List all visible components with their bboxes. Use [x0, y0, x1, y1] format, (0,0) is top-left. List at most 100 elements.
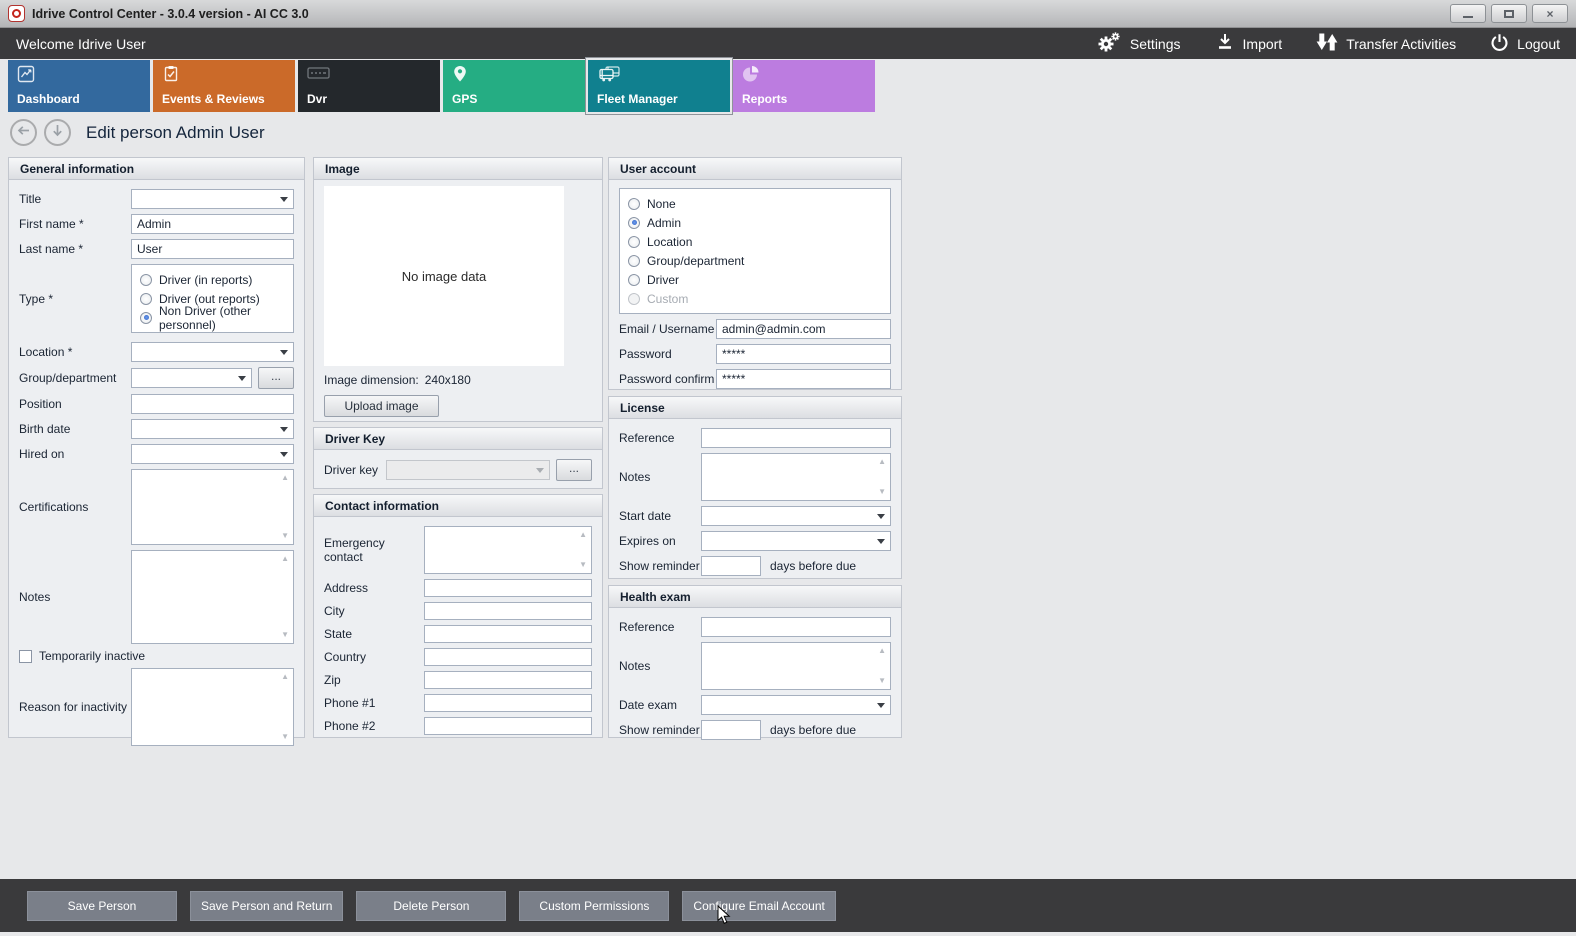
module-tabs: Dashboard Events & Reviews Dvr GPS Fleet… [8, 60, 875, 112]
password-confirm-label: Password confirm [619, 372, 715, 386]
license-reference-input[interactable] [701, 428, 891, 448]
minimize-button[interactable] [1450, 4, 1486, 23]
general-information-panel: General information Title First name * L… [8, 157, 305, 746]
chevron-down-icon [280, 349, 288, 355]
maximize-button[interactable] [1491, 4, 1527, 23]
no-image-text: No image data [401, 268, 487, 284]
radio-icon [628, 197, 640, 210]
health-reference-label: Reference [619, 620, 675, 634]
maximize-icon [1504, 9, 1514, 18]
back-arrow-icon [17, 124, 30, 142]
radio-non-driver[interactable]: Non Driver (other personnel) [140, 304, 285, 332]
radio-driver-out-reports[interactable]: Driver (out reports) [140, 289, 285, 308]
location-label: Location * [19, 345, 73, 359]
panel-header: General information [9, 158, 304, 180]
country-label: Country [324, 650, 367, 664]
back-button[interactable] [10, 119, 37, 146]
group-department-combobox[interactable] [131, 368, 252, 388]
settings-label: Settings [1129, 35, 1181, 52]
expires-on-picker[interactable] [701, 531, 891, 551]
health-exam-panel: Health exam Reference Notes ▲ ▼ Date exa… [608, 585, 902, 740]
date-exam-picker[interactable] [701, 695, 891, 715]
birth-date-picker[interactable] [131, 419, 294, 439]
delete-person-button[interactable]: Delete Person [356, 890, 507, 921]
save-person-button[interactable]: Save Person [27, 890, 177, 921]
radio-icon [140, 292, 152, 305]
logout-button[interactable]: Logout [1490, 33, 1560, 55]
first-name-input[interactable] [131, 214, 294, 234]
reason-inactivity-label: Reason for inactivity [19, 700, 128, 714]
panel-header: Health exam [609, 586, 901, 608]
tab-gps[interactable]: GPS [443, 60, 585, 112]
page-title: Edit person Admin User [86, 123, 265, 143]
tab-dvr[interactable]: Dvr [298, 60, 440, 112]
group-browse-button[interactable]: ... [258, 367, 294, 389]
reports-pie-icon [742, 65, 760, 88]
phone2-input[interactable] [424, 717, 592, 735]
radio-role-driver[interactable]: Driver [628, 270, 882, 289]
tab-dashboard[interactable]: Dashboard [8, 60, 150, 112]
start-date-picker[interactable] [701, 506, 891, 526]
settings-button[interactable]: Settings [1096, 31, 1181, 56]
emergency-contact-textarea[interactable]: ▲ ▼ [424, 526, 592, 574]
health-notes-textarea[interactable]: ▲ ▼ [701, 642, 891, 690]
state-input[interactable] [424, 625, 592, 643]
scroll-down-icon: ▼ [878, 676, 886, 685]
configure-email-account-button[interactable]: Configure Email Account [682, 890, 836, 921]
close-button[interactable]: × [1532, 4, 1568, 23]
scroll-up-icon: ▲ [878, 457, 886, 466]
scroll-up-icon: ▲ [579, 530, 587, 539]
radio-role-group-department[interactable]: Group/department [628, 251, 882, 270]
health-reference-input[interactable] [701, 617, 891, 637]
import-button[interactable]: Import [1215, 32, 1283, 55]
country-input[interactable] [424, 648, 592, 666]
temporarily-inactive-checkbox[interactable] [19, 649, 32, 663]
zip-input[interactable] [424, 671, 592, 689]
address-input[interactable] [424, 579, 592, 597]
password-confirm-input[interactable] [716, 369, 891, 389]
radio-driver-in-reports[interactable]: Driver (in reports) [140, 270, 285, 289]
radio-role-location[interactable]: Location [628, 232, 882, 251]
radio-checked-icon [628, 216, 640, 229]
tab-events-reviews[interactable]: Events & Reviews [153, 60, 295, 112]
position-input[interactable] [131, 394, 294, 414]
tab-fleet-manager[interactable]: Fleet Manager [588, 60, 730, 112]
radio-disabled-icon [628, 292, 640, 305]
import-label: Import [1242, 35, 1283, 52]
notes-textarea[interactable]: ▲ ▼ [131, 550, 294, 644]
transfer-activities-button[interactable]: Transfer Activities [1316, 32, 1456, 55]
driver-key-browse-button[interactable]: ... [556, 459, 592, 481]
location-combobox[interactable] [131, 342, 294, 362]
health-reminder-input[interactable] [701, 720, 761, 740]
license-reminder-input[interactable] [701, 556, 761, 576]
license-notes-label: Notes [619, 470, 651, 484]
city-input[interactable] [424, 602, 592, 620]
email-username-input[interactable] [716, 319, 891, 339]
health-reminder-label: Show reminder [619, 723, 700, 737]
reason-inactivity-textarea[interactable]: ▲ ▼ [131, 668, 294, 746]
type-radio-group: Driver (in reports) Driver (out reports)… [131, 264, 294, 333]
upload-image-button[interactable]: Upload image [324, 395, 439, 417]
hired-on-label: Hired on [19, 447, 65, 461]
radio-role-none[interactable]: None [628, 194, 882, 213]
password-input[interactable] [716, 344, 891, 364]
license-notes-textarea[interactable]: ▲ ▼ [701, 453, 891, 501]
title-combobox[interactable] [131, 189, 294, 209]
radio-checked-icon [140, 311, 152, 324]
minimize-icon [1463, 15, 1473, 18]
custom-permissions-button[interactable]: Custom Permissions [519, 890, 670, 921]
expand-down-button[interactable] [44, 119, 71, 146]
close-icon: × [1546, 6, 1554, 21]
phone1-input[interactable] [424, 694, 592, 712]
certifications-textarea[interactable]: ▲ ▼ [131, 469, 294, 545]
save-person-return-button[interactable]: Save Person and Return [190, 890, 344, 921]
top-menu-bar: Welcome Idrive User Settings Import [0, 28, 1576, 59]
scroll-up-icon: ▲ [281, 554, 289, 563]
phone1-label: Phone #1 [324, 696, 376, 710]
driver-key-combobox [386, 460, 550, 480]
last-name-input[interactable] [131, 239, 294, 259]
tab-reports[interactable]: Reports [733, 60, 875, 112]
radio-role-admin[interactable]: Admin [628, 213, 882, 232]
transfer-activities-label: Transfer Activities [1346, 35, 1457, 52]
hired-on-picker[interactable] [131, 444, 294, 464]
